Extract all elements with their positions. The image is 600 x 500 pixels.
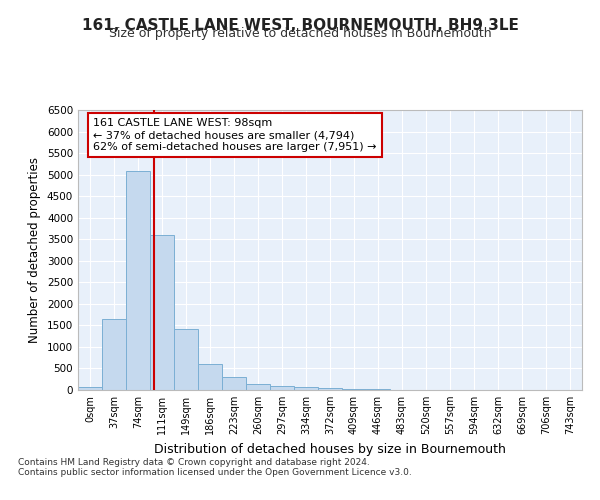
Text: Contains HM Land Registry data © Crown copyright and database right 2024.: Contains HM Land Registry data © Crown c… [18,458,370,467]
Text: Size of property relative to detached houses in Bournemouth: Size of property relative to detached ho… [109,28,491,40]
Bar [222,377,246,390]
Bar [318,388,342,390]
Bar [150,235,174,390]
Text: 161, CASTLE LANE WEST, BOURNEMOUTH, BH9 3LE: 161, CASTLE LANE WEST, BOURNEMOUTH, BH9 … [82,18,518,32]
X-axis label: Distribution of detached houses by size in Bournemouth: Distribution of detached houses by size … [154,442,506,456]
Bar [174,329,198,390]
Bar [126,171,150,390]
Bar [342,389,366,390]
Text: Contains public sector information licensed under the Open Government Licence v3: Contains public sector information licen… [18,468,412,477]
Y-axis label: Number of detached properties: Number of detached properties [28,157,41,343]
Bar [198,364,222,390]
Text: 161 CASTLE LANE WEST: 98sqm
← 37% of detached houses are smaller (4,794)
62% of : 161 CASTLE LANE WEST: 98sqm ← 37% of det… [93,118,377,152]
Bar [102,319,126,390]
Bar [270,386,294,390]
Bar [294,388,318,390]
Bar [246,384,270,390]
Bar [78,387,102,390]
